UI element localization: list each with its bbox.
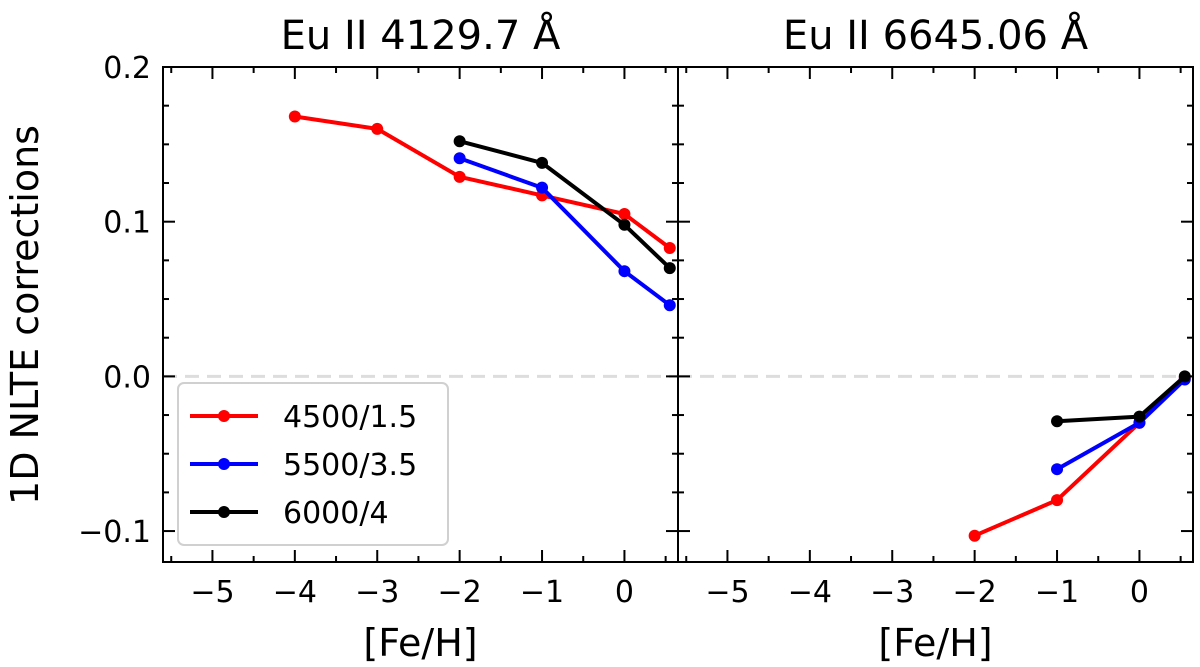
legend-marker	[218, 410, 230, 422]
x-tick-label: −1	[1035, 575, 1079, 610]
y-tick-label: 0.2	[103, 51, 151, 86]
legend-marker	[218, 506, 230, 518]
legend-label: 5500/3.5	[283, 448, 417, 483]
data-point	[618, 218, 631, 231]
data-point	[1051, 463, 1064, 476]
data-point	[1133, 410, 1146, 423]
x-tick-label: −5	[705, 575, 749, 610]
x-tick-label: 0	[1130, 575, 1149, 610]
data-point	[618, 207, 631, 220]
data-point	[663, 299, 676, 312]
x-tick-label: −2	[953, 575, 997, 610]
data-point	[663, 262, 676, 275]
legend-box	[177, 382, 449, 546]
data-point	[1051, 415, 1064, 428]
legend-label: 6000/4	[283, 496, 389, 531]
series-line-3	[459, 139, 672, 270]
panel-1: −5 −4 −3 −2 −1 0 −0.1 0.0 0.1 0.2 Eu II 4129.7 Å [F…	[78, 11, 679, 665]
y-tick-label: −0.1	[78, 515, 151, 550]
x-axis-label: [Fe/H]	[878, 621, 992, 665]
panel-2: −5 −4 −3 −2 −1 0 Eu II 6645.06 Å [Fe/H]	[677, 11, 1194, 665]
legend-marker	[218, 458, 230, 470]
legend-label: 4500/1.5	[283, 400, 417, 435]
data-point	[1051, 494, 1064, 507]
x-tick-label: −4	[788, 575, 832, 610]
data-point	[968, 529, 981, 542]
y-axis-label: 1D NLTE corrections	[3, 125, 47, 505]
plot-frame	[677, 66, 1194, 563]
legend: 4500/1.5 5500/3.5 6000/4	[177, 382, 449, 546]
x-tick-label: −3	[870, 575, 914, 610]
x-tick-label: −2	[438, 575, 482, 610]
panel-title: Eu II 4129.7 Å	[281, 11, 561, 59]
x-tick-label: −4	[273, 575, 317, 610]
x-tick-label: −5	[190, 575, 234, 610]
panel-title: Eu II 6645.06 Å	[783, 11, 1089, 59]
data-point	[663, 241, 676, 254]
y-tick-label: 0.1	[103, 206, 151, 241]
x-axis-label: [Fe/H]	[363, 621, 477, 665]
series-line-2	[458, 156, 671, 307]
x-tick-label: −3	[355, 575, 399, 610]
data-point	[288, 110, 301, 123]
data-point	[453, 170, 466, 183]
data-point	[453, 135, 466, 148]
x-tick-label: −1	[520, 575, 564, 610]
data-point	[536, 181, 549, 194]
data-point	[618, 265, 631, 278]
data-point	[536, 156, 549, 169]
series-line-1	[294, 114, 671, 250]
data-point	[453, 152, 466, 165]
x-tick-label: 0	[615, 575, 634, 610]
y-tick-label: 0.0	[103, 360, 151, 395]
data-point	[371, 122, 384, 135]
